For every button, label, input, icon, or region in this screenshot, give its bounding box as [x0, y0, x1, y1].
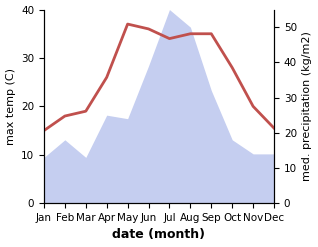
Y-axis label: max temp (C): max temp (C) [5, 68, 16, 145]
Y-axis label: med. precipitation (kg/m2): med. precipitation (kg/m2) [302, 31, 313, 181]
X-axis label: date (month): date (month) [113, 228, 205, 242]
